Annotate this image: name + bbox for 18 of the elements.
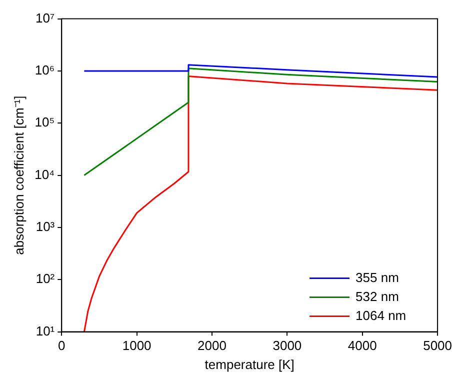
y-tick-label: 10¹ bbox=[36, 323, 56, 338]
x-axis-title: temperature [K] bbox=[204, 356, 294, 372]
y-tick-label: 10⁶ bbox=[34, 62, 55, 78]
y-tick-label: 10⁴ bbox=[34, 166, 55, 182]
y-tick-label: 10⁷ bbox=[35, 10, 55, 26]
legend-label: 532 nm bbox=[356, 288, 399, 304]
x-tick-label: 5000 bbox=[423, 338, 452, 354]
y-tick-label: 10³ bbox=[36, 219, 56, 234]
x-tick-label: 4000 bbox=[348, 338, 377, 354]
x-tick-label: 3000 bbox=[272, 338, 302, 354]
y-tick-label: 10² bbox=[36, 271, 56, 286]
legend-label: 1064 nm bbox=[356, 308, 406, 323]
legend-label: 355 nm bbox=[356, 270, 399, 285]
x-tick-label: 2000 bbox=[198, 338, 226, 354]
x-tick-label: 0 bbox=[58, 338, 66, 354]
y-tick-label: 10⁵ bbox=[34, 114, 55, 130]
x-tick-label: 1000 bbox=[122, 338, 152, 354]
y-axis-title: absorption coefficient [cm⁻¹] bbox=[11, 96, 26, 255]
